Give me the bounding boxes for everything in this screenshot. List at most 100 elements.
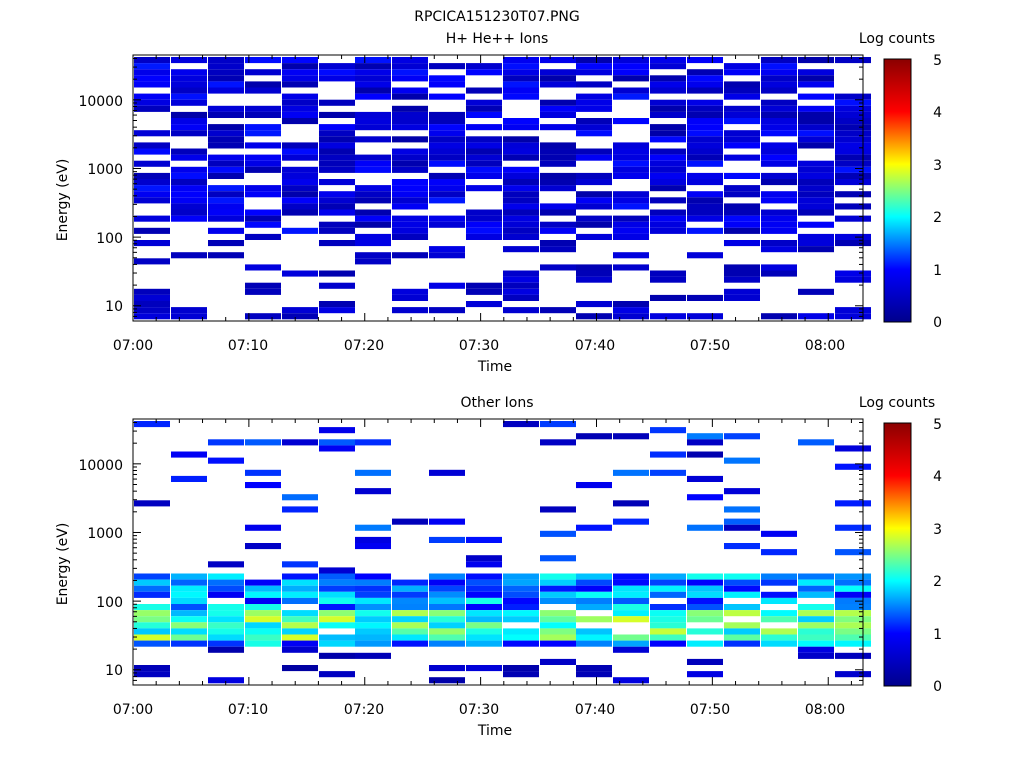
heatmap-cell — [650, 130, 686, 137]
heatmap-cell — [724, 294, 760, 301]
heatmap-cell — [134, 604, 170, 611]
heatmap-cell — [724, 203, 760, 210]
heatmap-cell — [319, 203, 355, 210]
heatmap-cell — [355, 439, 391, 446]
heatmap-cell — [134, 63, 170, 70]
heatmap-cell — [429, 604, 465, 611]
heatmap-cell — [466, 154, 502, 161]
heatmap-cell — [355, 215, 391, 222]
heatmap-cell — [798, 246, 834, 253]
heatmap-cell — [355, 166, 391, 173]
heatmap-cell — [650, 172, 686, 179]
heatmap-cell — [355, 160, 391, 167]
heatmap-cell — [134, 301, 170, 308]
heatmap-cell — [466, 301, 502, 308]
heatmap-cell — [503, 197, 539, 204]
heatmap-cell — [392, 610, 428, 617]
heatmap-cell — [687, 75, 723, 82]
heatmap-cell — [503, 179, 539, 186]
heatmap-cell — [835, 142, 871, 149]
heatmap-cell — [392, 148, 428, 155]
heatmap-cell — [319, 69, 355, 76]
y-tick-label: 100 — [96, 595, 123, 611]
heatmap-cell — [319, 427, 355, 434]
heatmap-cell — [503, 148, 539, 155]
heatmap-cell — [724, 63, 760, 70]
heatmap-cell — [282, 197, 318, 204]
heatmap-cell — [245, 585, 281, 592]
heatmap-cell — [245, 160, 281, 167]
heatmap-cell — [613, 573, 649, 580]
x-tick-label: 07:30 — [459, 702, 499, 718]
heatmap-cell — [540, 209, 576, 216]
heatmap-cell — [319, 179, 355, 186]
heatmap-cell — [466, 282, 502, 289]
heatmap-cell — [392, 221, 428, 228]
heatmap-cell — [466, 591, 502, 598]
heatmap-cell — [650, 276, 686, 283]
heatmap-cell — [282, 270, 318, 277]
heatmap-cell — [319, 209, 355, 216]
heatmap-cell — [134, 69, 170, 76]
heatmap-cell — [613, 191, 649, 198]
heatmap-cell — [576, 81, 612, 88]
x-tick-label: 07:40 — [575, 702, 615, 718]
heatmap-cell — [503, 246, 539, 253]
heatmap-cell — [540, 634, 576, 641]
heatmap-cell — [245, 221, 281, 228]
heatmap-cell — [540, 154, 576, 161]
heatmap-cell — [576, 215, 612, 222]
heatmap-cell — [503, 166, 539, 173]
heatmap-cell — [761, 154, 797, 161]
heatmap-cell — [650, 154, 686, 161]
heatmap-cell — [576, 124, 612, 131]
heatmap-cell — [687, 130, 723, 137]
heatmap-cell — [835, 597, 871, 604]
heatmap-cell — [134, 197, 170, 204]
heatmap-cell — [208, 628, 244, 635]
plot-frame — [132, 418, 864, 686]
heatmap-cell — [282, 179, 318, 186]
heatmap-cell — [282, 646, 318, 653]
heatmap-cell — [355, 87, 391, 94]
heatmap-cell — [835, 573, 871, 580]
heatmap-cell — [282, 81, 318, 88]
heatmap-cell — [319, 148, 355, 155]
heatmap-cell — [798, 93, 834, 100]
heatmap-cell — [466, 221, 502, 228]
heatmap-cell — [761, 313, 797, 320]
heatmap-cell — [208, 136, 244, 143]
heatmap-cell — [466, 628, 502, 635]
heatmap-cell — [429, 282, 465, 289]
heatmap-cell — [171, 616, 207, 623]
heatmap-cell — [835, 671, 871, 678]
heatmap-cell — [835, 240, 871, 247]
heatmap-cell — [355, 81, 391, 88]
heatmap-cell — [576, 313, 612, 320]
heatmap-cell — [429, 179, 465, 186]
heatmap-cell — [319, 99, 355, 106]
heatmap-cell — [835, 616, 871, 623]
heatmap-cell — [466, 87, 502, 94]
heatmap-cell — [613, 227, 649, 234]
heatmap-cell — [466, 105, 502, 112]
heatmap-cell — [835, 154, 871, 161]
heatmap-cell — [687, 124, 723, 131]
heatmap-cell — [576, 524, 612, 531]
heatmap-cell — [761, 111, 797, 118]
heatmap-cell — [282, 573, 318, 580]
heatmap-cell — [650, 148, 686, 155]
heatmap-cell — [613, 604, 649, 611]
heatmap-cell — [319, 136, 355, 143]
heatmap-cell — [650, 640, 686, 647]
heatmap-cell — [355, 197, 391, 204]
heatmap-cell — [798, 197, 834, 204]
heatmap-cell — [724, 69, 760, 76]
heatmap-cell — [208, 573, 244, 580]
heatmap-cell — [429, 610, 465, 617]
heatmap-cell — [576, 640, 612, 647]
heatmap-cell — [503, 610, 539, 617]
heatmap-cell — [503, 640, 539, 647]
x-tick-label: 08:00 — [805, 338, 845, 354]
heatmap-cell — [540, 246, 576, 253]
